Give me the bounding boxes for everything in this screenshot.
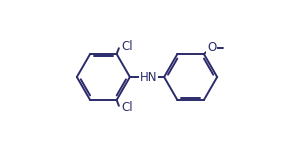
Text: Cl: Cl — [121, 40, 132, 53]
Text: HN: HN — [140, 71, 158, 83]
Text: Cl: Cl — [121, 101, 132, 114]
Text: O: O — [207, 41, 216, 54]
